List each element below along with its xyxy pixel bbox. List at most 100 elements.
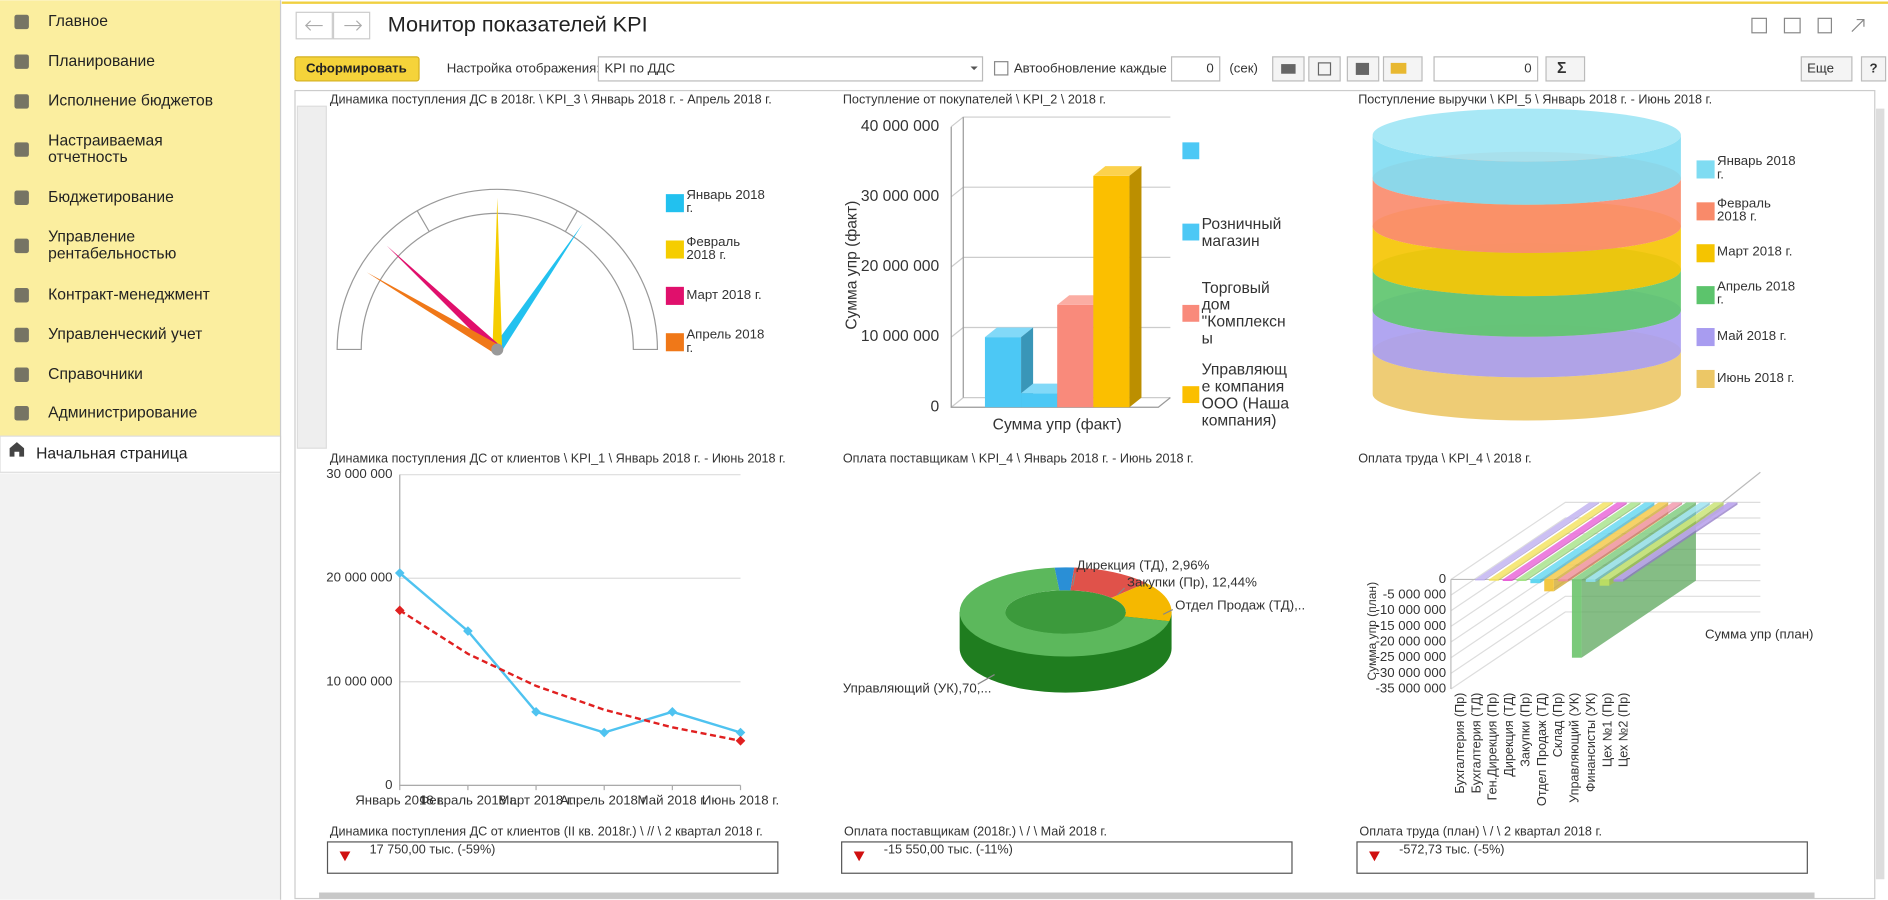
menu-item[interactable]: рентабельностью (48, 245, 176, 262)
more-button[interactable] (1800, 56, 1853, 82)
bar (1057, 304, 1094, 408)
v-scrollbar[interactable] (1875, 108, 1885, 880)
bar-top (1502, 502, 1627, 580)
help-button[interactable] (1860, 56, 1887, 82)
legend-label: Апрель 2018 г. (686, 327, 765, 355)
legend-label-box: Апрель 2018 г. (686, 327, 765, 355)
y-tick-label: 40 000 000 (861, 118, 940, 135)
indicator-arrow (1369, 851, 1380, 862)
menu-item[interactable]: Планирование (48, 53, 155, 70)
leader-lines (977, 573, 1174, 685)
bar-side (1567, 502, 1683, 582)
legend-label: Управляюще компания ООО (Наша компания) (1201, 359, 1290, 429)
cylinder-layer (1372, 310, 1681, 378)
link-icon[interactable] (1851, 18, 1865, 33)
legend-swatch (665, 286, 684, 305)
x-tick-label: Январь 2018 г. (355, 792, 444, 807)
y-tick-label: 0 (385, 777, 392, 792)
home-link[interactable]: Начальная страница (36, 445, 188, 462)
bar (1093, 175, 1130, 408)
gauge-scale (336, 188, 659, 351)
menu-item[interactable]: отчетность (48, 149, 127, 166)
home-icon (9, 442, 25, 457)
y-tick-label: -10 000 000 (1375, 602, 1446, 617)
preview-icon[interactable] (1817, 17, 1833, 34)
slice-label: Управляющий (УК),70,... (843, 681, 992, 696)
menu-icon (14, 327, 29, 343)
bar-top (1599, 502, 1724, 580)
line-series (399, 609, 741, 742)
legend-label: Торговый дом "Комплексны (1201, 278, 1286, 348)
settings-combo[interactable] (597, 56, 984, 82)
x-tick-label: Бухгалтерия (ТД) (1469, 693, 1483, 794)
donut-slice (959, 567, 1170, 657)
counter-value: 0 (1524, 60, 1531, 75)
menu-item[interactable]: Администрирование (48, 404, 197, 421)
cylinder-layer (1372, 269, 1681, 337)
counter-input[interactable] (1433, 56, 1539, 82)
x-tick-label: Июнь 2018 г. (702, 792, 779, 807)
menu-icon (14, 94, 29, 109)
indicator-title: Оплата поставщикам (2018г.) \ / \ Май 20… (844, 825, 1107, 839)
print-icon[interactable] (1783, 17, 1801, 34)
x-tick-label: Бухгалтерия (Пр) (1453, 693, 1467, 794)
help-label: ? (1870, 60, 1878, 75)
indicator-box (326, 841, 779, 874)
legend-swatch (665, 194, 684, 213)
splitter (296, 105, 327, 449)
interval-input[interactable] (1170, 56, 1221, 82)
legend-label-box: Январь 2018 г. (686, 189, 765, 215)
bar (1502, 579, 1513, 582)
home-item[interactable] (0, 435, 282, 473)
legend-swatch (1696, 160, 1715, 179)
indicator-value: 17 750,00 тыс. (-59%) (370, 843, 496, 857)
legend-swatch (1696, 244, 1715, 263)
save-icon[interactable] (1751, 17, 1767, 34)
menu-item[interactable]: Управленческий учет (48, 326, 202, 343)
bar-side (1512, 502, 1627, 582)
donut-hole (1005, 590, 1126, 634)
line-marker (463, 626, 473, 636)
legend-swatch (665, 333, 684, 352)
auto-update-checkbox[interactable] (993, 61, 1009, 76)
menu-item[interactable]: Бюджетирование (48, 189, 174, 206)
menu-item[interactable]: Главное (48, 13, 108, 30)
line-marker (735, 727, 746, 738)
menu-item[interactable]: Справочники (48, 366, 143, 383)
interval-unit: (сек) (1229, 60, 1258, 75)
preview-button[interactable] (1308, 56, 1341, 82)
legend-label: Розничный магазин (1201, 214, 1282, 249)
legend-label-box: Розничный магазин (1201, 214, 1282, 249)
bar-side (1129, 166, 1142, 408)
axes (399, 474, 741, 786)
grid-line (1450, 595, 1761, 674)
generate-button[interactable] (294, 56, 420, 82)
bar (1558, 579, 1568, 582)
grid-line (1450, 611, 1761, 690)
sum-button[interactable] (1545, 56, 1586, 82)
bar-top (1475, 502, 1600, 580)
line-marker (599, 727, 610, 738)
y-tick-label: -20 000 000 (1375, 634, 1446, 649)
menu-item[interactable]: Контракт-менеджмент (48, 286, 210, 303)
x-tick-label: Цех №1 (Пр) (1600, 693, 1614, 767)
y-tick-label: 10 000 000 (326, 673, 392, 688)
line-marker (667, 706, 678, 717)
menu-item[interactable]: Управление (48, 229, 135, 246)
menu-item[interactable]: Настраиваемая (48, 132, 163, 149)
legend-label: Январь 2018 г. (1717, 154, 1796, 183)
y-tick-label: 30 000 000 (861, 188, 940, 205)
bar-side (1498, 502, 1613, 581)
x-tick-label: Управляющий (УК) (1568, 693, 1582, 803)
y-tick-label: 0 (1439, 571, 1446, 586)
menu-item[interactable]: Исполнение бюджетов (48, 93, 213, 110)
h-scrollbar[interactable] (319, 892, 1815, 899)
more-label: Еще (1807, 60, 1834, 75)
cylinder-layer (1372, 350, 1681, 421)
cylinder-layer-top (1372, 108, 1681, 162)
cylinder-layer (1372, 178, 1681, 253)
menu-icon (14, 142, 29, 157)
indicator-title: Динамика поступления ДС от клиентов (II … (330, 825, 763, 839)
bar (1544, 579, 1554, 592)
